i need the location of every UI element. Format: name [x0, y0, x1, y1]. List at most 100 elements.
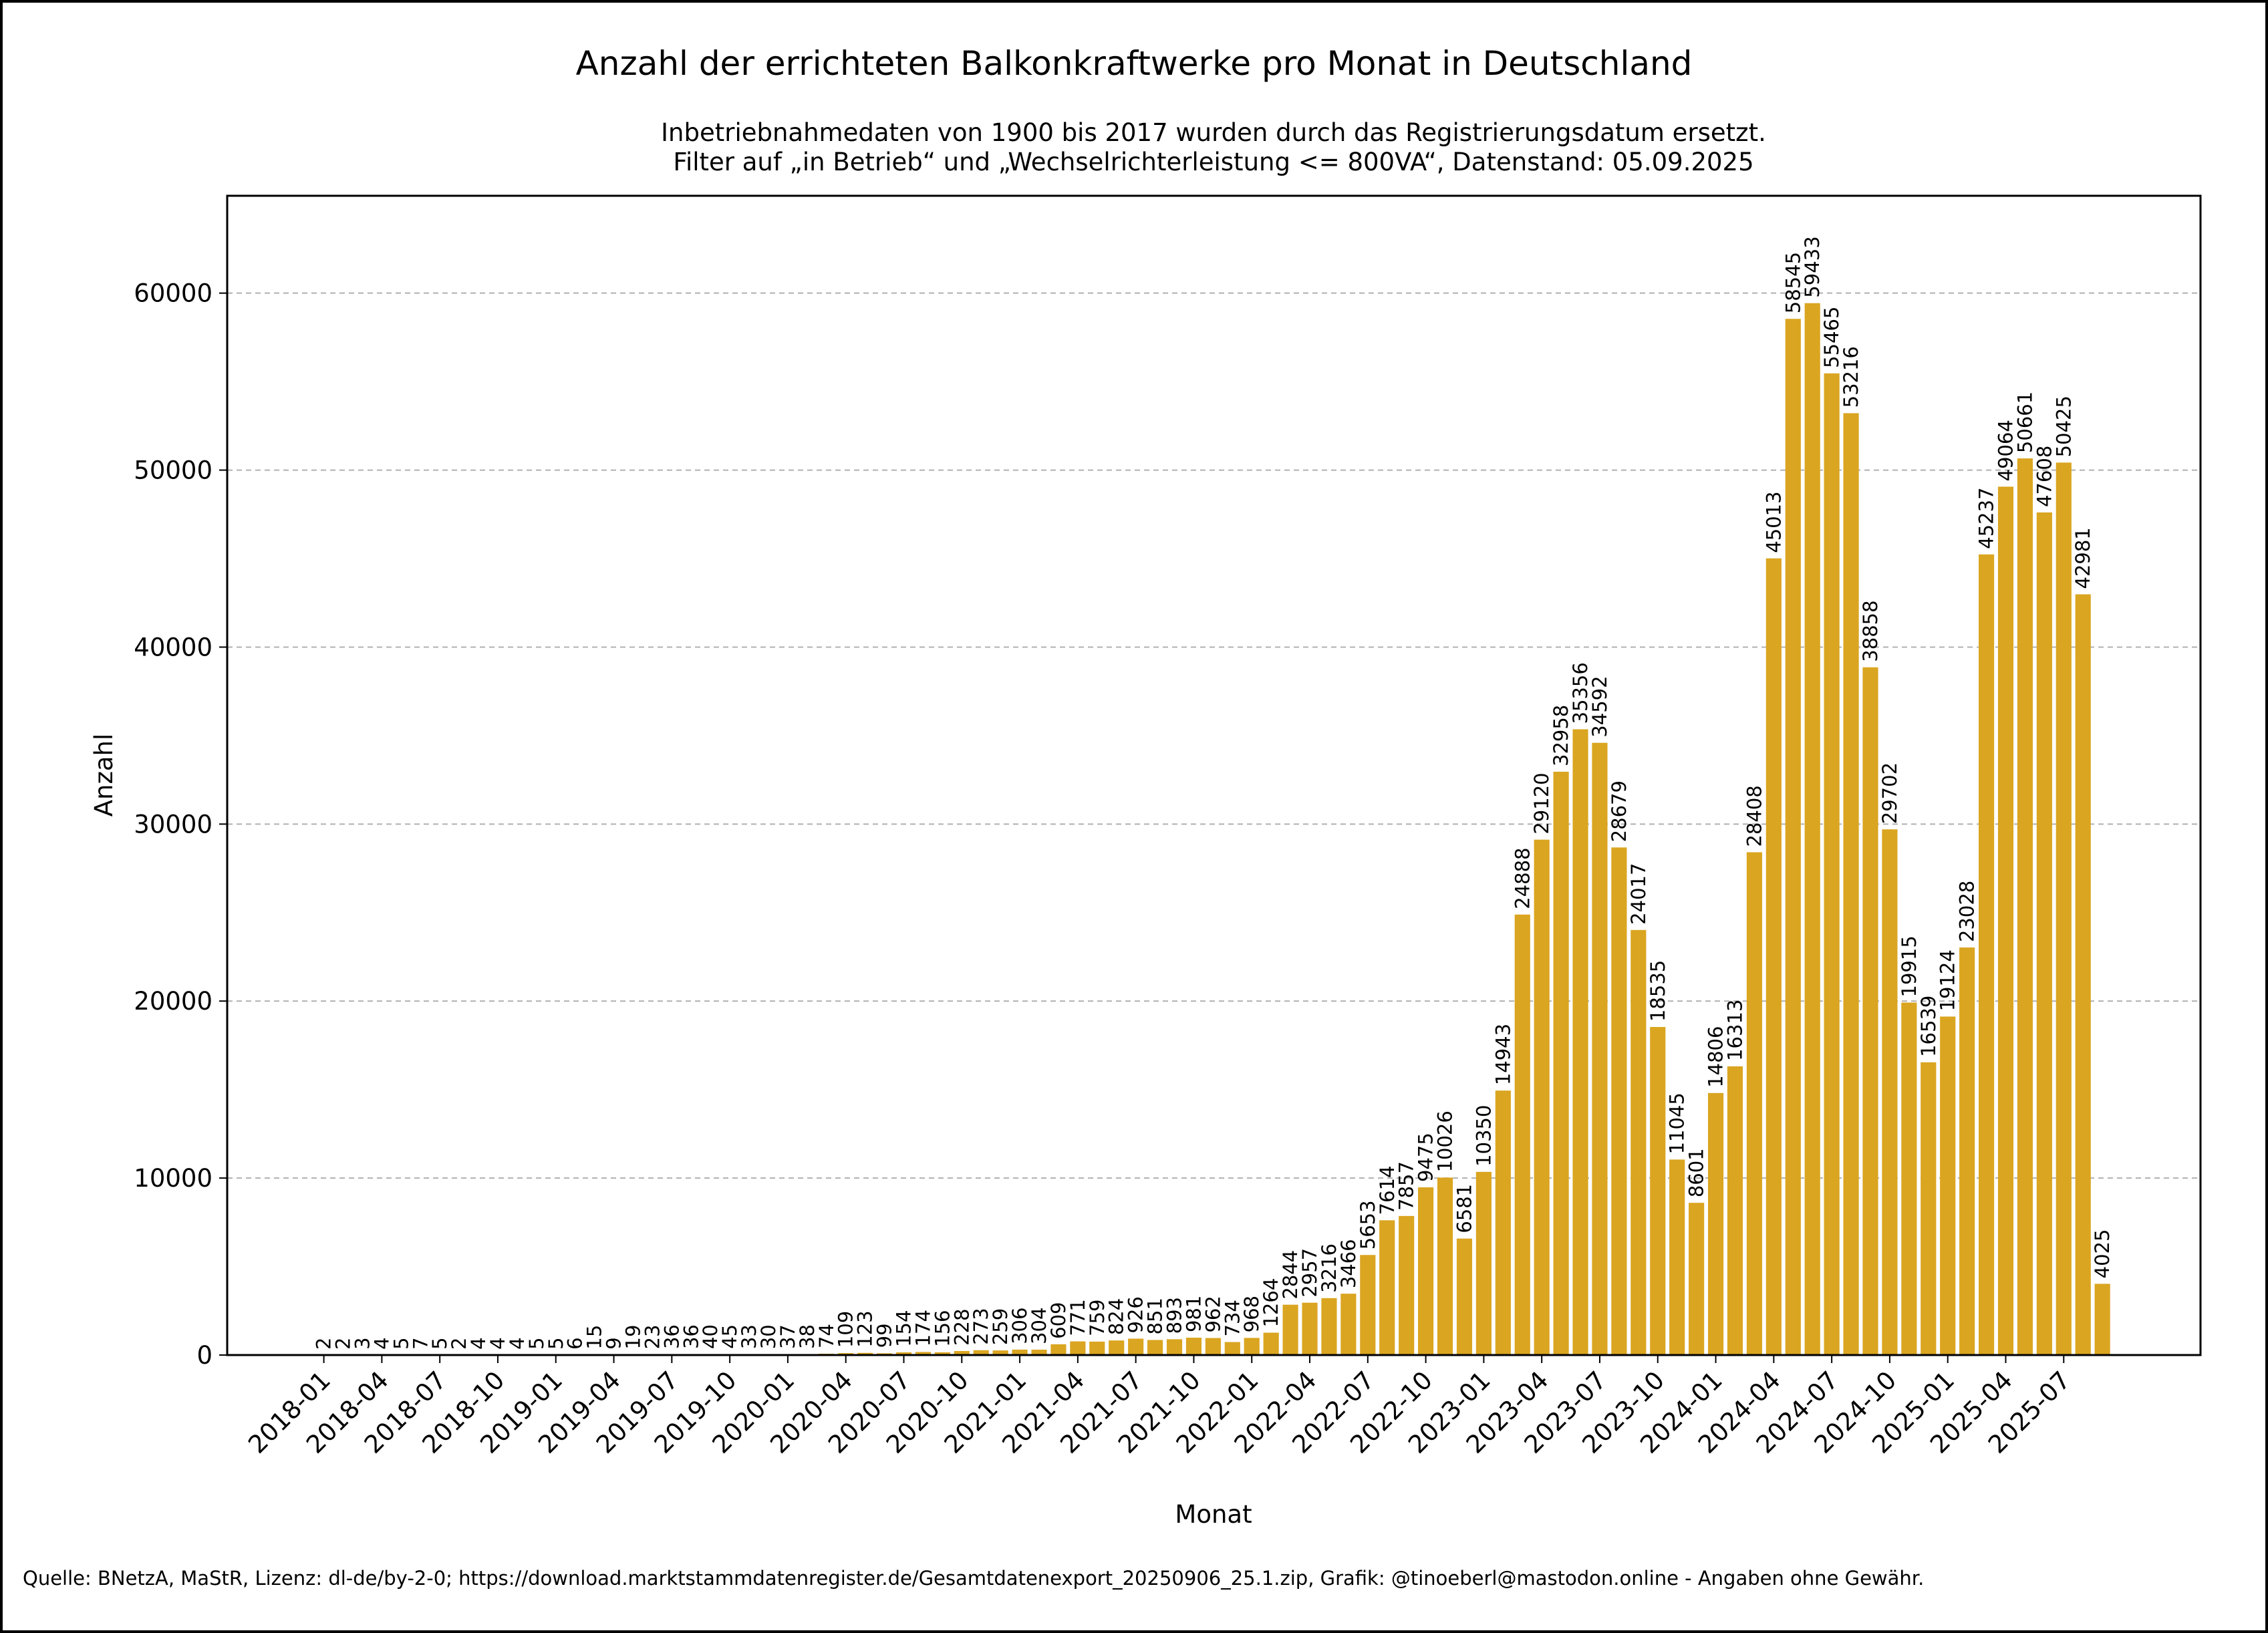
bar-2021-08	[1147, 1340, 1163, 1355]
bar-value-label-2024-06: 59433	[1801, 236, 1824, 297]
bar-value-label-2024-11: 19915	[1898, 935, 1921, 997]
bar-value-label-2018-09: 4	[467, 1337, 490, 1349]
bar-value-label-2018-12: 5	[525, 1337, 548, 1349]
bar-2022-01	[1244, 1338, 1260, 1355]
bar-value-label-2024-09: 38858	[1859, 600, 1882, 661]
bar-2023-09	[1631, 929, 1647, 1355]
bar-value-label-2019-08: 36	[680, 1324, 702, 1349]
bar-value-label-2022-03: 2844	[1279, 1250, 1302, 1300]
bar-value-label-2021-08: 851	[1144, 1298, 1167, 1334]
bar-2025-06	[2036, 512, 2052, 1355]
bar-2024-01	[1707, 1092, 1724, 1355]
bar-2022-08	[1379, 1220, 1395, 1355]
bar-value-label-2022-02: 1264	[1260, 1278, 1282, 1328]
bar-2022-07	[1360, 1255, 1376, 1355]
bar-value-label-2024-12: 16539	[1917, 996, 1940, 1057]
bar-2024-09	[1862, 667, 1878, 1355]
y-tick-label-30000: 30000	[134, 810, 212, 839]
bar-value-label-2023-06: 35356	[1569, 662, 1592, 724]
bar-value-label-2019-11: 33	[738, 1324, 760, 1349]
bar-value-label-2022-01: 968	[1240, 1296, 1263, 1332]
bar-value-label-2022-08: 7614	[1376, 1166, 1399, 1215]
bar-value-label-2021-11: 962	[1201, 1296, 1224, 1332]
bar-value-label-2018-05: 5	[390, 1337, 412, 1349]
bar-value-label-2022-06: 3466	[1337, 1239, 1360, 1288]
bar-2021-03	[1050, 1344, 1067, 1355]
bar-value-label-2022-05: 3216	[1318, 1243, 1340, 1293]
bar-value-label-2024-04: 45013	[1762, 491, 1785, 553]
x-axis: 2018-012018-042018-072018-102019-012019-…	[243, 1355, 2076, 1459]
bar-2021-10	[1185, 1338, 1202, 1355]
bar-2021-05	[1089, 1341, 1105, 1355]
bar-value-label-2019-05: 19	[621, 1325, 644, 1350]
bar-value-label-2022-09: 7857	[1395, 1161, 1418, 1211]
bar-2023-08	[1611, 847, 1627, 1355]
bar-value-label-2019-03: 15	[583, 1325, 606, 1350]
bar-2022-02	[1263, 1332, 1279, 1355]
bar-2023-02	[1495, 1090, 1511, 1355]
bar-2020-05	[857, 1352, 873, 1355]
bar-value-label-2022-12: 6581	[1453, 1184, 1475, 1233]
bar-value-label-2023-08: 28679	[1608, 780, 1631, 842]
bar-value-label-2025-08: 42981	[2072, 527, 2094, 589]
bar-value-label-2021-10: 981	[1182, 1296, 1205, 1332]
bar-2024-10	[1882, 829, 1898, 1355]
bar-value-label-2019-02: 6	[564, 1337, 587, 1349]
bar-2025-03	[1979, 554, 1995, 1355]
y-axis: 0 10000 20000 30000 40000 50000 60000	[134, 279, 227, 1370]
bar-value-label-2021-12: 734	[1221, 1300, 1244, 1336]
bar-value-label-2018-04: 4	[370, 1337, 393, 1349]
bar-2024-07	[1824, 373, 1840, 1355]
bar-value-label-2021-02: 304	[1028, 1308, 1050, 1344]
bar-2023-03	[1514, 914, 1530, 1355]
bar-2021-12	[1224, 1342, 1240, 1355]
bar-2024-12	[1921, 1062, 1937, 1355]
bar-2021-07	[1128, 1338, 1144, 1355]
bar-value-label-2020-03: 74	[815, 1324, 838, 1348]
bar-value-label-2021-06: 824	[1105, 1298, 1128, 1335]
bar-value-label-2021-01: 306	[1008, 1308, 1031, 1344]
bar-value-label-2022-07: 5653	[1357, 1200, 1379, 1249]
bar-value-label-2024-03: 28408	[1743, 785, 1765, 847]
bar-2024-08	[1843, 413, 1859, 1356]
bar-value-label-2023-12: 8601	[1685, 1148, 1708, 1197]
bar-value-label-2020-06: 99	[873, 1323, 896, 1348]
bar-value-label-2018-11: 4	[506, 1337, 529, 1349]
bar-2023-07	[1592, 742, 1608, 1355]
y-tick-label-10000: 10000	[134, 1164, 212, 1193]
bar-2020-09	[934, 1352, 950, 1355]
bar-2023-01	[1475, 1171, 1492, 1355]
chart-subtitle-line-1: Inbetriebnahmedaten von 1900 bis 2017 wu…	[661, 118, 1766, 147]
bar-value-label-2020-05: 123	[854, 1310, 877, 1347]
y-tick-label-40000: 40000	[134, 633, 212, 661]
bar-value-label-2021-07: 926	[1125, 1296, 1147, 1333]
bar-value-label-2020-11: 273	[970, 1308, 992, 1344]
bar-value-label-2023-10: 18535	[1647, 960, 1669, 1022]
bar-value-label-2024-01: 14806	[1705, 1026, 1727, 1088]
bar-2024-03	[1746, 852, 1762, 1355]
y-gridlines	[227, 292, 2201, 1179]
bar-value-label-2024-05: 58545	[1782, 252, 1804, 313]
bar-2025-05	[2017, 458, 2033, 1355]
bar-2024-02	[1727, 1066, 1743, 1355]
bar-value-label-2025-06: 47608	[2033, 446, 2056, 507]
bar-2023-11	[1669, 1159, 1685, 1355]
bar-value-label-2023-03: 24888	[1511, 847, 1534, 909]
plot-area-border	[226, 194, 2202, 1356]
bar-value-label-2023-09: 24017	[1627, 863, 1650, 925]
bar-2020-08	[915, 1352, 932, 1355]
bar-value-label-2018-02: 2	[332, 1337, 355, 1349]
bar-value-label-2019-12: 30	[757, 1324, 780, 1349]
bar-2023-10	[1650, 1027, 1666, 1355]
bar-value-label-2024-08: 53216	[1840, 346, 1862, 408]
bar-2024-06	[1804, 303, 1820, 1355]
bar-2024-05	[1785, 319, 1801, 1355]
bar-value-label-2020-12: 259	[989, 1308, 1012, 1345]
bar-2022-10	[1418, 1187, 1434, 1355]
bar-2025-07	[2056, 462, 2072, 1355]
bar-value-label-2019-04: 9	[603, 1337, 625, 1349]
bar-2023-05	[1553, 771, 1569, 1355]
bar-value-label-2023-07: 34592	[1588, 676, 1611, 737]
chart-subtitle-line-2: Filter auf „in Betrieb“ und „Wechselrich…	[673, 148, 1753, 176]
bar-2021-02	[1031, 1349, 1047, 1355]
